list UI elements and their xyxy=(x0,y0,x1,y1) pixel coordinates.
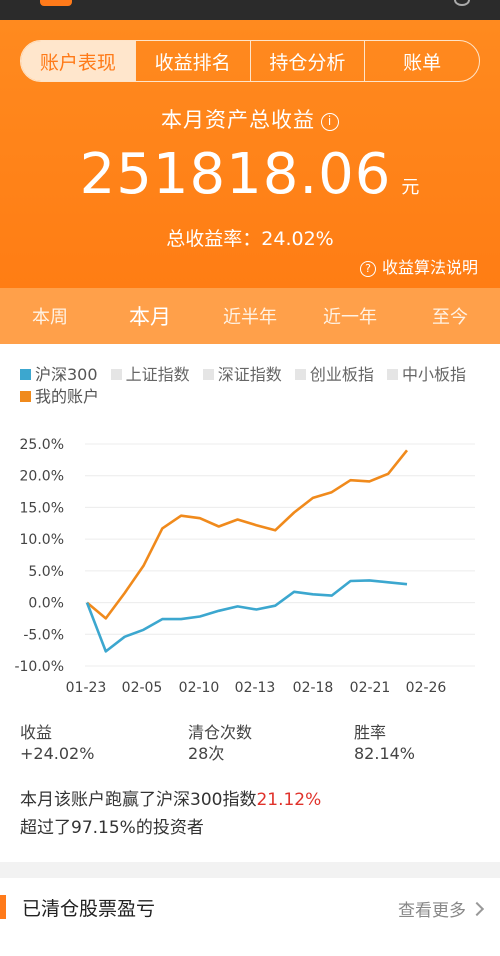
series-line xyxy=(86,449,409,620)
total-return-rate: 总收益率：24.02% xyxy=(166,228,334,250)
legend-swatch xyxy=(20,369,31,380)
section-title: 已清仓股票盈亏 xyxy=(22,898,156,920)
view-more-label: 查看更多 xyxy=(398,901,466,921)
performance-summary: 本月该账户跑赢了沪深300指数21.12% 超过了97.15%的投资者 xyxy=(20,786,321,842)
stat-label: 清仓次数 xyxy=(188,723,253,742)
period-year[interactable]: 近一年 xyxy=(323,307,377,328)
y-tick-label: 15.0% xyxy=(20,500,64,516)
performance-card: 沪深300 上证指数 深证指数 创业板指 中小板指 我的账户 25.0% 20.0… xyxy=(0,344,500,862)
series-line xyxy=(85,579,408,653)
legend-label: 沪深300 xyxy=(35,365,98,384)
y-tick-label: -10.0% xyxy=(14,659,64,675)
x-tick-label: 02-21 xyxy=(350,680,391,696)
summary-text: 本月该账户跑赢了沪深300指数 xyxy=(20,790,257,810)
question-icon: ? xyxy=(359,261,376,277)
stats-row: 收益 +24.02% 清仓次数 28次 胜率 82.14% xyxy=(20,722,490,768)
legend-sse[interactable]: 上证指数 xyxy=(110,364,190,386)
stat-label: 收益 xyxy=(20,723,53,742)
section-accent-bar xyxy=(0,895,6,919)
view-more-link[interactable]: 查看更多 xyxy=(398,896,485,921)
hero-panel: 账户表现 收益排名 持仓分析 账单 本月资产总收益 i 251818.06 元 总收… xyxy=(0,20,500,288)
cleared-stocks-header: 已清仓股票盈亏 查看更多 xyxy=(0,878,500,936)
y-tick-label: -5.0% xyxy=(23,627,64,643)
total-profit-title: 本月资产总收益 i xyxy=(0,104,500,134)
info-icon[interactable]: i xyxy=(321,113,339,131)
return-line-chart: 25.0%20.0%15.0%10.0%5.0%0.0%-5.0%-10.0%0… xyxy=(14,437,475,696)
period-week[interactable]: 本周 xyxy=(32,307,68,328)
legend-label: 深证指数 xyxy=(217,365,282,384)
explanation-label: 收益算法说明 xyxy=(381,258,478,277)
tab-bill[interactable]: 账单 xyxy=(364,41,479,81)
y-tick-label: 0.0% xyxy=(28,596,64,612)
total-profit-amount: 251818.06 元 xyxy=(0,142,500,207)
period-selector: 本周 本月 近半年 近一年 至今 xyxy=(0,288,500,344)
x-tick-label: 02-05 xyxy=(122,680,163,696)
settings-icon[interactable] xyxy=(454,0,470,6)
stat-value: +24.02% xyxy=(20,744,95,763)
legend-label: 我的账户 xyxy=(35,387,100,406)
tab-account-performance[interactable]: 账户表现 xyxy=(21,41,135,81)
stat-profit: 收益 +24.02% xyxy=(20,722,94,764)
period-month[interactable]: 本月 xyxy=(129,305,171,329)
tab-holdings-analysis[interactable]: 持仓分析 xyxy=(249,41,365,81)
stat-value: 82.14% xyxy=(354,744,416,763)
tab-profit-ranking[interactable]: 收益排名 xyxy=(134,41,250,81)
amount-value: 251818.06 xyxy=(79,142,392,207)
total-profit-label: 本月资产总收益 xyxy=(161,108,315,132)
x-tick-label: 02-26 xyxy=(406,680,447,696)
legend-szse[interactable]: 深证指数 xyxy=(202,364,282,386)
algorithm-explanation-link[interactable]: ? 收益算法说明 xyxy=(359,254,478,278)
top-tabs: 账户表现 收益排名 持仓分析 账单 xyxy=(20,40,480,82)
legend-chinext[interactable]: 创业板指 xyxy=(294,364,374,386)
amount-unit: 元 xyxy=(401,177,421,198)
x-tick-label: 02-10 xyxy=(179,680,220,696)
period-half-year[interactable]: 近半年 xyxy=(223,307,277,328)
stat-value: 28次 xyxy=(188,744,225,763)
status-bar xyxy=(0,0,500,20)
legend-my-account[interactable]: 我的账户 xyxy=(20,386,99,408)
legend-swatch xyxy=(110,369,122,380)
stat-win-rate: 胜率 82.14% xyxy=(354,722,415,764)
chart-legend: 沪深300 上证指数 深证指数 创业板指 中小板指 我的账户 xyxy=(20,364,490,408)
x-tick-label: 02-18 xyxy=(293,680,334,696)
cleared-list-peek xyxy=(0,936,500,956)
y-tick-label: 25.0% xyxy=(20,437,64,453)
stat-clear-count: 清仓次数 28次 xyxy=(188,722,252,764)
x-tick-label: 01-23 xyxy=(66,680,107,696)
legend-label: 创业板指 xyxy=(309,365,374,384)
x-tick-label: 02-13 xyxy=(235,680,276,696)
y-tick-label: 10.0% xyxy=(20,532,64,548)
legend-swatch xyxy=(202,369,214,380)
app-indicator xyxy=(40,0,72,6)
legend-label: 上证指数 xyxy=(125,365,190,384)
legend-sme[interactable]: 中小板指 xyxy=(386,364,466,386)
outperform-value: 21.12% xyxy=(256,790,322,810)
legend-swatch xyxy=(294,369,306,380)
period-all[interactable]: 至今 xyxy=(432,307,468,328)
legend-swatch xyxy=(20,391,31,402)
y-tick-label: 20.0% xyxy=(20,469,64,485)
legend-label: 中小板指 xyxy=(401,365,466,384)
legend-swatch xyxy=(386,369,398,380)
stat-label: 胜率 xyxy=(354,723,387,742)
summary-percentile: 超过了97.15%的投资者 xyxy=(20,818,204,838)
y-tick-label: 5.0% xyxy=(28,564,64,580)
chevron-right-icon xyxy=(469,901,485,917)
legend-hs300[interactable]: 沪深300 xyxy=(20,364,98,386)
